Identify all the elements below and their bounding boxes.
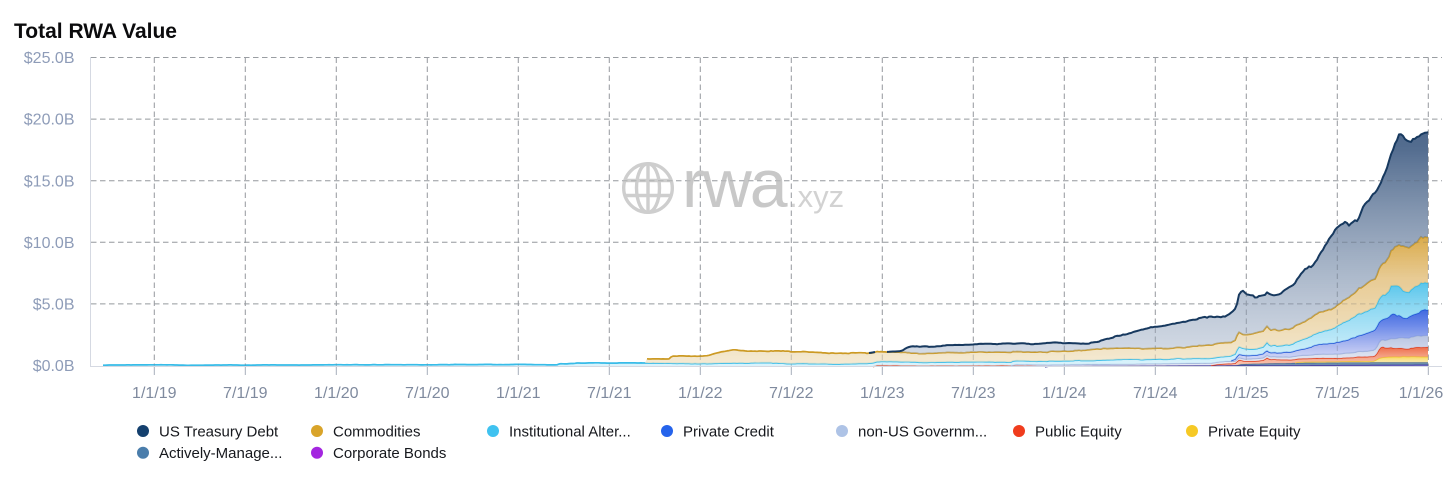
svg-text:1/1/23: 1/1/23 [860, 385, 905, 402]
svg-text:$20.0B: $20.0B [24, 112, 75, 129]
svg-text:1/1/21: 1/1/21 [496, 385, 541, 402]
svg-text:US Treasury Debt: US Treasury Debt [159, 423, 279, 440]
svg-text:$5.0B: $5.0B [33, 297, 75, 314]
svg-text:1/1/26: 1/1/26 [1399, 385, 1444, 402]
svg-text:non-US Governm...: non-US Governm... [858, 423, 987, 440]
svg-text:$25.0B: $25.0B [24, 50, 75, 67]
svg-text:Private Credit: Private Credit [683, 423, 775, 440]
svg-text:7/1/25: 7/1/25 [1315, 385, 1360, 402]
svg-text:$0.0B: $0.0B [33, 358, 75, 375]
svg-text:1/1/19: 1/1/19 [132, 385, 177, 402]
svg-text:7/1/20: 7/1/20 [405, 385, 450, 402]
svg-text:$15.0B: $15.0B [24, 173, 75, 190]
svg-text:7/1/21: 7/1/21 [587, 385, 632, 402]
svg-text:1/1/22: 1/1/22 [678, 385, 723, 402]
svg-text:Corporate Bonds: Corporate Bonds [333, 445, 446, 462]
svg-text:Actively-Manage...: Actively-Manage... [159, 445, 282, 462]
svg-text:7/1/24: 7/1/24 [1133, 385, 1178, 402]
svg-text:7/1/19: 7/1/19 [223, 385, 268, 402]
svg-text:rwa: rwa [682, 146, 788, 222]
svg-text:1/1/25: 1/1/25 [1224, 385, 1269, 402]
svg-text:Institutional Alter...: Institutional Alter... [509, 423, 631, 440]
svg-text:7/1/22: 7/1/22 [769, 385, 814, 402]
svg-text:Private Equity: Private Equity [1208, 423, 1301, 440]
svg-text:7/1/23: 7/1/23 [951, 385, 996, 402]
svg-text:$10.0B: $10.0B [24, 235, 75, 252]
svg-text:Commodities: Commodities [333, 423, 421, 440]
svg-text:Total RWA Value: Total RWA Value [14, 20, 177, 43]
svg-text:1/1/20: 1/1/20 [314, 385, 359, 402]
svg-text:.xyz: .xyz [789, 179, 844, 214]
svg-text:1/1/24: 1/1/24 [1042, 385, 1087, 402]
svg-text:Public Equity: Public Equity [1035, 423, 1122, 440]
